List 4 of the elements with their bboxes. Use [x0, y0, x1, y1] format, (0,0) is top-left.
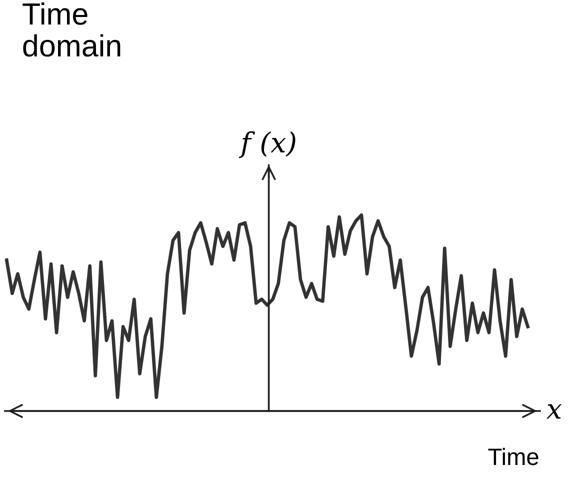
chart-title: Time domain: [22, 2, 120, 57]
y-axis-title: f (x): [238, 131, 296, 158]
x-axis-title: x: [546, 404, 562, 419]
text: Time: [488, 448, 538, 466]
